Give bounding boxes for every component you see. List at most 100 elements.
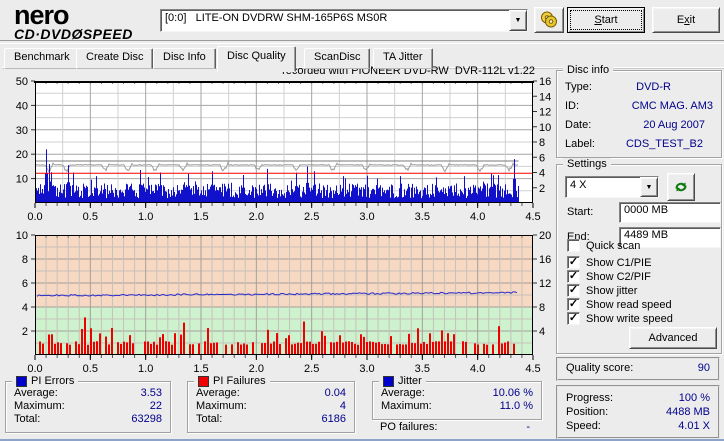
jitter-maximum-row: Maximum: 11.0 % <box>381 400 533 412</box>
end-position-field[interactable]: 4489 MB <box>619 227 721 248</box>
checkbox-show-write-speed[interactable]: ✓ Show write speed <box>567 312 673 325</box>
checkbox-box[interactable]: ✓ <box>567 312 580 325</box>
checkbox-box[interactable] <box>567 239 580 252</box>
svg-text:14: 14 <box>539 91 551 103</box>
jitter-average-value: 10.06 % <box>492 387 533 399</box>
svg-text:20: 20 <box>16 149 28 161</box>
svg-text:4.0: 4.0 <box>470 211 485 223</box>
disc-type-row: Type: DVD-R <box>565 81 671 93</box>
disc-date-value: 20 Aug 2007 <box>643 119 705 131</box>
checkbox-show-c1-pie[interactable]: ✓ Show C1/PIE <box>567 256 652 269</box>
refresh-icon <box>675 182 687 192</box>
pi-errors-color-swatch <box>16 375 27 387</box>
focus-rectangle <box>570 10 642 30</box>
drive-select-combobox[interactable]: [0:0] LITE-ON DVDRW SHM-165P6S MS0R ▼ <box>160 9 528 32</box>
start-button[interactable]: Start <box>567 7 645 33</box>
pi-errors-legend: PI Errors <box>12 375 79 387</box>
svg-text:0.5: 0.5 <box>83 211 98 223</box>
svg-text:0.5: 0.5 <box>83 363 98 375</box>
svg-text:3.5: 3.5 <box>415 363 430 375</box>
svg-text:12: 12 <box>539 278 551 290</box>
disc-type-value: DVD-R <box>636 81 671 93</box>
svg-text:8: 8 <box>22 254 28 266</box>
tab-disc-info[interactable]: Disc Info <box>153 48 216 69</box>
svg-text:6: 6 <box>539 152 545 164</box>
settings-title: Settings <box>563 158 611 170</box>
position-row: Position: 4488 MB <box>566 406 710 418</box>
nero-logo: nero CD·DVDØSPEED <box>14 2 133 43</box>
svg-text:16: 16 <box>539 254 551 266</box>
advanced-button[interactable]: Advanced <box>629 327 717 349</box>
settings-groupbox: Settings 4 X ▼ Start: 0000 MB End: 4489 … <box>556 158 722 354</box>
checkbox-show-jitter[interactable]: ✓ Show jitter <box>567 284 638 297</box>
speed-row: Speed: 4.01 X <box>566 420 710 432</box>
pi-failures-maximum-value: 4 <box>339 400 346 412</box>
svg-text:4: 4 <box>22 302 28 314</box>
svg-text:4: 4 <box>539 168 545 180</box>
svg-text:3.0: 3.0 <box>359 211 374 223</box>
eject-disc-button[interactable] <box>534 7 564 33</box>
checkbox-show-read-speed[interactable]: ✓ Show read speed <box>567 298 672 311</box>
svg-text:6: 6 <box>22 278 28 290</box>
start-button-label: Start <box>594 14 618 26</box>
exit-button[interactable]: Exit <box>652 7 720 33</box>
pi-errors-total-row: Total: 63298 <box>14 413 162 425</box>
svg-text:10: 10 <box>16 174 28 186</box>
disc-info-groupbox: Disc info Type: DVD-R ID: CMC MAG. AM3 Dat… <box>556 64 722 158</box>
pi-failures-average-value: 0.04 <box>324 387 346 399</box>
po-failures-value: - <box>526 421 530 433</box>
pi-errors-maximum-value: 22 <box>149 400 162 412</box>
checkbox-show-c2-pif[interactable]: ✓ Show C2/PIF <box>567 270 651 283</box>
pi-failures-legend: PI Failures <box>194 375 270 387</box>
pi-errors-maximum-row: Maximum: 22 <box>14 400 162 412</box>
svg-text:1.0: 1.0 <box>138 211 153 223</box>
disc-id-value: CMC MAG. AM3 <box>631 100 713 112</box>
svg-text:4.0: 4.0 <box>470 363 485 375</box>
quality-scan-charts: 10 20 30 40 50 2 4 6 8 10 12 14 16 0.0 0.5 1.0 1.5 2.0 2.5… <box>16 76 552 375</box>
tab-create-disc[interactable]: Create Disc <box>76 48 154 69</box>
position-value: 4488 MB <box>665 406 710 418</box>
svg-text:2.5: 2.5 <box>304 211 319 223</box>
svg-text:50: 50 <box>16 76 28 88</box>
refresh-button[interactable] <box>667 173 695 201</box>
svg-text:1.0: 1.0 <box>138 363 153 375</box>
disc-info-title: Disc info <box>563 64 614 76</box>
svg-text:10: 10 <box>16 230 28 242</box>
quality-score-value: 90 <box>697 362 710 374</box>
chevron-down-icon: ▼ <box>514 17 522 24</box>
pi-failures-maximum-row: Maximum: 4 <box>196 400 346 412</box>
checkbox-quick-scan[interactable]: Quick scan <box>567 239 640 252</box>
chevron-down-icon: ▼ <box>645 183 653 191</box>
tab-disc-quality[interactable]: Disc Quality <box>217 46 296 72</box>
svg-text:30: 30 <box>16 125 28 137</box>
start-position-field[interactable]: 0000 MB <box>619 202 721 223</box>
pi-failures-average-row: Average: 0.04 <box>196 387 346 399</box>
tab-ta-jitter[interactable]: TA Jitter <box>373 48 433 69</box>
svg-text:2: 2 <box>539 183 545 195</box>
svg-text:3.0: 3.0 <box>359 363 374 375</box>
start-position-label: Start: <box>567 206 594 218</box>
svg-text:3.5: 3.5 <box>415 211 430 223</box>
jitter-stats-box: Jitter Average: 10.06 % Maximum: 11.0 % <box>372 375 542 420</box>
tab-benchmark[interactable]: Benchmark <box>4 48 80 69</box>
disc-id-row: ID: CMC MAG. AM3 <box>565 100 713 112</box>
tab-scandisc[interactable]: ScanDisc <box>304 48 371 69</box>
checkbox-box[interactable]: ✓ <box>567 256 580 269</box>
speed-select-dropdown-button[interactable]: ▼ <box>640 177 658 197</box>
svg-text:0.0: 0.0 <box>27 363 42 375</box>
svg-text:1.5: 1.5 <box>193 211 208 223</box>
svg-text:8: 8 <box>539 302 545 314</box>
drive-select-dropdown-button[interactable]: ▼ <box>509 10 527 31</box>
checkbox-box[interactable]: ✓ <box>567 284 580 297</box>
svg-text:2.0: 2.0 <box>249 211 264 223</box>
checkbox-box[interactable]: ✓ <box>567 270 580 283</box>
checkbox-box[interactable]: ✓ <box>567 298 580 311</box>
pi-failures-total-value: 6186 <box>321 413 346 425</box>
slashed-disc-glyph: Ø <box>71 26 83 42</box>
svg-text:1.5: 1.5 <box>193 363 208 375</box>
header-divider <box>0 40 724 44</box>
speed-select-combobox[interactable]: 4 X ▼ <box>565 176 659 198</box>
svg-text:2: 2 <box>22 326 28 338</box>
jitter-average-row: Average: 10.06 % <box>381 387 533 399</box>
